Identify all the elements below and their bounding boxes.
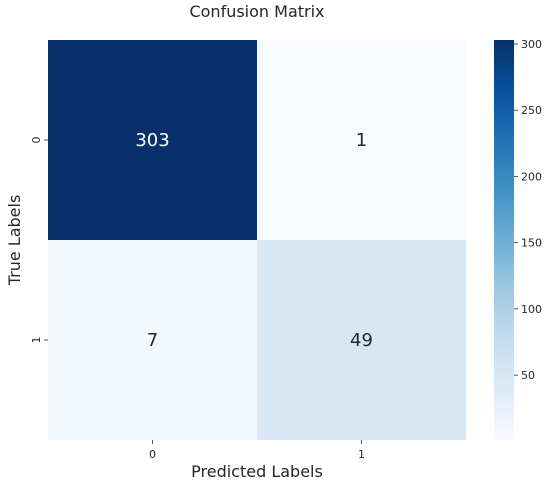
heatmap-cell bbox=[257, 40, 466, 240]
colorbar-ticks: 50 100 150 200 250 300 bbox=[514, 38, 542, 382]
colorbar-tick-label: 150 bbox=[521, 237, 542, 250]
cell-value-label: 7 bbox=[147, 330, 158, 351]
x-tick-label: 0 bbox=[149, 448, 156, 461]
cell-value-label: 303 bbox=[135, 130, 169, 151]
cell-value-label: 49 bbox=[350, 330, 373, 351]
colorbar-tick-label: 200 bbox=[521, 170, 542, 183]
colorbar-tick-label: 300 bbox=[521, 38, 542, 51]
colorbar-tick-label: 100 bbox=[521, 303, 542, 316]
chart-title: Confusion Matrix bbox=[189, 2, 324, 21]
y-tick-label: 0 bbox=[30, 137, 43, 144]
heatmap-cell bbox=[48, 240, 257, 440]
y-axis-label: True Labels bbox=[5, 195, 24, 287]
colorbar-tick-label: 250 bbox=[521, 104, 542, 117]
heatmap-cell bbox=[48, 40, 257, 240]
colorbar-tick-label: 50 bbox=[521, 369, 535, 382]
heatmap-cell-labels: 303 1 7 49 bbox=[135, 130, 373, 351]
heatmap-cell bbox=[257, 240, 466, 440]
x-axis-label: Predicted Labels bbox=[191, 462, 323, 481]
cell-value-label: 1 bbox=[356, 130, 367, 151]
colorbar bbox=[494, 40, 514, 440]
y-axis-ticks: 01 bbox=[30, 137, 48, 344]
y-tick-label: 1 bbox=[30, 337, 43, 344]
heatmap-cells bbox=[48, 40, 466, 440]
x-tick-label: 1 bbox=[358, 448, 365, 461]
